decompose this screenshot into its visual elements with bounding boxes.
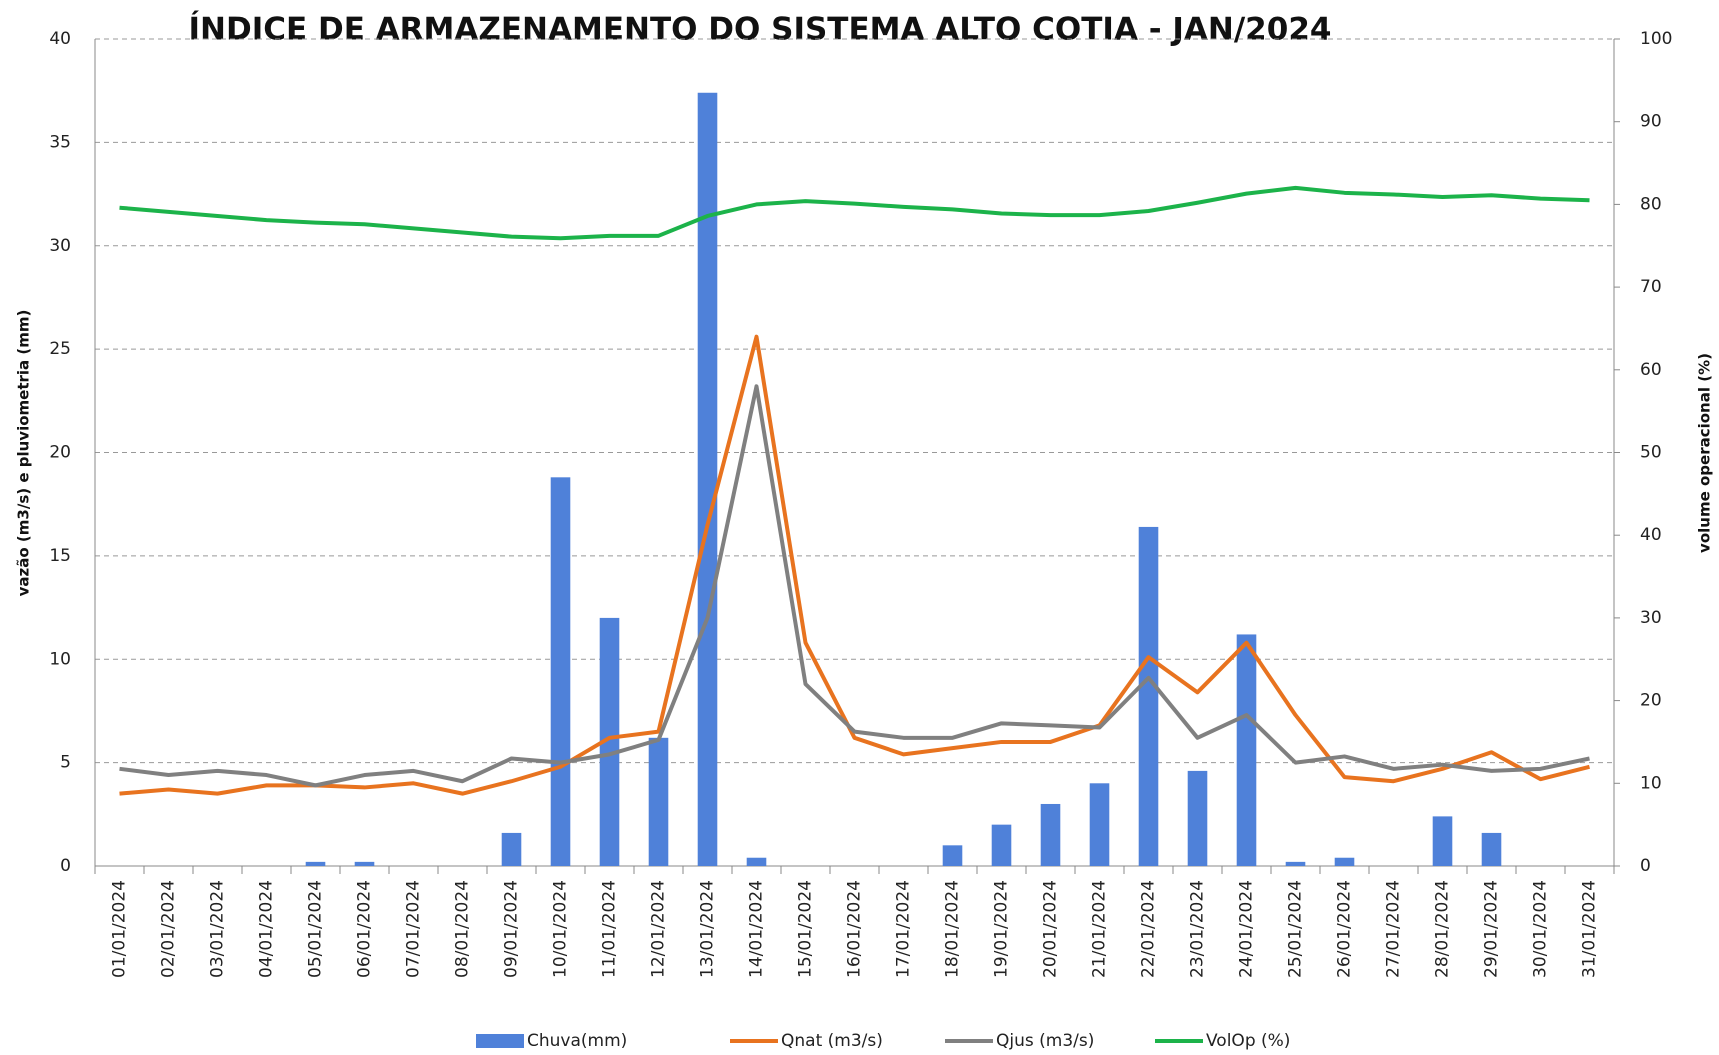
- legend-label: Chuva(mm): [527, 1031, 627, 1051]
- y-tick-label: 10: [49, 649, 71, 669]
- y2-tick-label: 100: [1640, 29, 1672, 49]
- x-tick-label: 17/01/2024: [894, 880, 914, 978]
- bar: [1285, 861, 1306, 866]
- x-tick-label: 30/01/2024: [1531, 880, 1551, 978]
- bar: [648, 737, 669, 866]
- x-tick-label: 08/01/2024: [453, 880, 473, 978]
- x-tick-label: 14/01/2024: [747, 880, 767, 978]
- bar: [354, 861, 375, 866]
- x-tick-label: 23/01/2024: [1188, 880, 1208, 978]
- bar: [1089, 783, 1110, 866]
- y2-tick-label: 50: [1640, 443, 1662, 463]
- bar: [746, 857, 767, 866]
- y-tick-label: 25: [49, 339, 71, 359]
- y2-tick-label: 60: [1640, 360, 1662, 380]
- x-tick-label: 07/01/2024: [404, 880, 424, 978]
- x-tick-label: 18/01/2024: [943, 880, 963, 978]
- y-tick-label: 5: [60, 753, 71, 773]
- x-tick-label: 21/01/2024: [1090, 880, 1110, 978]
- bar: [550, 477, 571, 866]
- x-tick-label: 20/01/2024: [1041, 880, 1061, 978]
- x-tick-label: 28/01/2024: [1433, 880, 1453, 978]
- bar: [1138, 526, 1159, 866]
- x-tick-label: 05/01/2024: [306, 880, 326, 978]
- x-tick-label: 16/01/2024: [845, 880, 865, 978]
- y-tick-label: 30: [49, 236, 71, 256]
- y2-tick-label: 0: [1640, 856, 1651, 876]
- bar: [501, 832, 522, 866]
- bar: [991, 824, 1012, 866]
- line: [119, 185, 1590, 241]
- bar: [1481, 832, 1502, 866]
- y-tick-label: 35: [49, 132, 71, 152]
- bar: [305, 861, 326, 866]
- line: [119, 334, 1590, 796]
- x-tick-label: 03/01/2024: [208, 880, 228, 978]
- x-tick-label: 29/01/2024: [1482, 880, 1502, 978]
- x-tick-label: 01/01/2024: [110, 880, 130, 978]
- x-tick-label: 10/01/2024: [551, 880, 571, 978]
- legend-label: Qjus (m3/s): [996, 1031, 1094, 1051]
- line: [119, 384, 1590, 788]
- x-tick-label: 09/01/2024: [502, 880, 522, 978]
- x-tick-label: 27/01/2024: [1384, 880, 1404, 978]
- bar: [599, 617, 620, 866]
- x-tick-label: 13/01/2024: [698, 880, 718, 978]
- bar: [1432, 816, 1453, 866]
- x-tick-label: 12/01/2024: [649, 880, 669, 978]
- y2-tick-label: 90: [1640, 112, 1662, 132]
- bar: [1334, 857, 1355, 866]
- bar: [697, 92, 718, 866]
- y-tick-label: 20: [49, 443, 71, 463]
- x-tick-label: 22/01/2024: [1139, 880, 1159, 978]
- legend-label: VolOp (%): [1206, 1031, 1290, 1051]
- x-tick-label: 26/01/2024: [1335, 880, 1355, 978]
- y2-tick-label: 10: [1640, 773, 1662, 793]
- x-tick-label: 24/01/2024: [1237, 880, 1257, 978]
- x-tick-label: 04/01/2024: [257, 880, 277, 978]
- x-tick-label: 11/01/2024: [600, 880, 620, 978]
- bar: [1236, 634, 1257, 866]
- x-tick-label: 19/01/2024: [992, 880, 1012, 978]
- y-axis-label: vazão (m3/s) e pluviometria (mm): [15, 310, 33, 597]
- x-tick-label: 02/01/2024: [159, 880, 179, 978]
- y2-tick-label: 20: [1640, 691, 1662, 711]
- x-tick-label: 06/01/2024: [355, 880, 375, 978]
- legend-label: Qnat (m3/s): [781, 1031, 883, 1051]
- y2-tick-label: 80: [1640, 194, 1662, 214]
- y2-tick-label: 40: [1640, 525, 1662, 545]
- bar: [942, 845, 963, 866]
- legend-swatch: [476, 1034, 524, 1048]
- y-tick-label: 15: [49, 546, 71, 566]
- y-tick-label: 0: [60, 856, 71, 876]
- x-tick-label: 25/01/2024: [1286, 880, 1306, 978]
- y2-tick-label: 30: [1640, 608, 1662, 628]
- y-tick-label: 40: [49, 29, 71, 49]
- y2-tick-label: 70: [1640, 277, 1662, 297]
- bar: [1040, 803, 1061, 866]
- x-tick-label: 31/01/2024: [1580, 880, 1600, 978]
- x-tick-label: 15/01/2024: [796, 880, 816, 978]
- bar: [1187, 770, 1208, 866]
- y2-axis-label: volume operacional (%): [1696, 353, 1714, 553]
- chart-title: ÍNDICE DE ARMAZENAMENTO DO SISTEMA ALTO …: [189, 12, 1332, 48]
